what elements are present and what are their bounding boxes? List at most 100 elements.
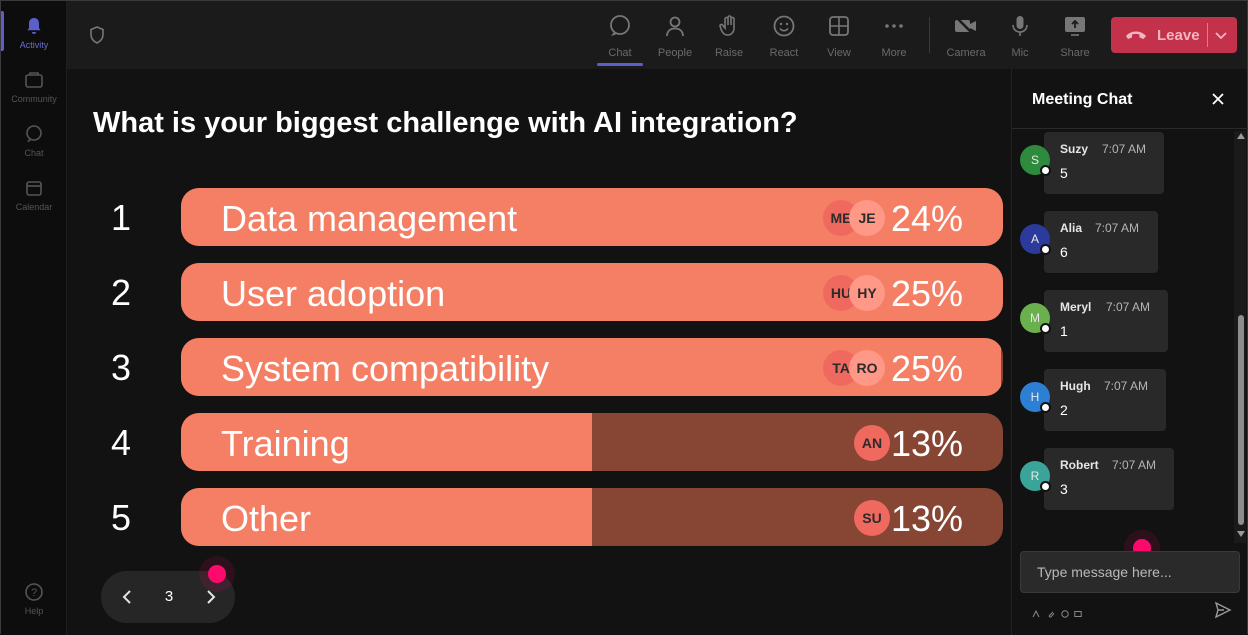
- raise-button-label: Raise: [714, 47, 744, 59]
- chat-icon: [23, 123, 45, 145]
- message-time: 7:07 AM: [1112, 458, 1157, 472]
- message-text: 5: [1060, 165, 1068, 181]
- option-number: 5: [110, 497, 132, 538]
- chat-message: Robert 7:07 AM 3: [1044, 448, 1174, 510]
- message-time: 7:07 AM: [1102, 142, 1147, 156]
- people-button[interactable]: People: [650, 11, 700, 61]
- voter-avatar: RO: [849, 350, 885, 386]
- rail-item-community[interactable]: Community: [1, 59, 67, 113]
- option-number: 3: [110, 347, 132, 388]
- mic-button[interactable]: Mic: [995, 11, 1045, 61]
- chevron-right-icon[interactable]: [201, 587, 221, 607]
- scroll-up-arrow-icon[interactable]: [1237, 133, 1245, 139]
- message-author: Meryl: [1060, 300, 1092, 314]
- poll-results-area: What is your biggest challenge with AI i…: [67, 69, 1011, 635]
- poll-option-label: System compatibility: [221, 348, 550, 389]
- microphone-icon: [1007, 13, 1033, 39]
- chat-button[interactable]: Chat: [595, 11, 645, 61]
- send-icon[interactable]: [1214, 601, 1232, 619]
- status-dot: [1040, 165, 1051, 176]
- voter-avatar: SU: [854, 500, 890, 536]
- mic-button-label: Mic: [1011, 47, 1029, 59]
- avatar-initial: S: [1030, 153, 1039, 167]
- chat-panel-title: Meeting Chat: [1032, 91, 1133, 108]
- message-text: 6: [1060, 244, 1068, 260]
- avatar-initial: A: [1030, 232, 1039, 246]
- chevron-down-icon[interactable]: [1214, 28, 1228, 42]
- poll-option-bar: Data management ME JE 24%: [181, 188, 1003, 246]
- svg-text:?: ?: [31, 587, 37, 599]
- toolbar-divider: [929, 17, 930, 53]
- chat-button-label: Chat: [608, 47, 632, 59]
- scroll-down-arrow-icon[interactable]: [1237, 531, 1245, 537]
- poll-option-bar: User adoption HU HY 25%: [181, 263, 1003, 321]
- rail-label: Community: [11, 93, 57, 104]
- poll-option-bar: System compatibility TA RO 25%: [181, 338, 1003, 396]
- chat-message-input[interactable]: [1020, 551, 1240, 593]
- raise-hand-button[interactable]: Raise: [704, 11, 754, 61]
- avatar-initial: M: [1030, 311, 1040, 325]
- chat-message: Meryl 7:07 AM 1: [1044, 290, 1168, 352]
- poll-option-percent: 25%: [890, 348, 963, 389]
- poll-option-percent: 13%: [890, 423, 963, 464]
- avatar: R: [1020, 461, 1051, 492]
- shield-icon[interactable]: [87, 25, 107, 45]
- gif-icon[interactable]: [1074, 605, 1082, 617]
- react-button[interactable]: React: [759, 11, 809, 61]
- rail-label: Calendar: [15, 201, 53, 212]
- format-text-icon[interactable]: [1032, 605, 1040, 618]
- voter-avatar: JE: [849, 200, 885, 236]
- bell-icon: [23, 15, 45, 37]
- grid-view-icon: [826, 13, 852, 39]
- people-button-label: People: [657, 47, 693, 59]
- rail-label: Activity: [19, 39, 49, 50]
- voter-avatar: AN: [854, 425, 890, 461]
- message-text: 2: [1060, 402, 1068, 418]
- message-author: Alia: [1060, 221, 1083, 235]
- rail-label: Help: [24, 605, 44, 616]
- status-dot: [1040, 402, 1051, 413]
- app-rail: Activity Community Chat Calendar ? Help: [1, 1, 67, 635]
- chevron-left-icon[interactable]: [117, 587, 137, 607]
- leave-button-label: Leave: [1157, 26, 1200, 44]
- react-button-label: React: [769, 47, 799, 59]
- camera-button[interactable]: Camera: [941, 11, 991, 61]
- share-button[interactable]: Share: [1050, 11, 1100, 61]
- rail-item-help[interactable]: ? Help: [1, 571, 67, 625]
- scrollbar-thumb[interactable]: [1238, 315, 1244, 525]
- chat-header-divider: [1012, 128, 1248, 129]
- chat-bubble-icon: [607, 13, 633, 39]
- active-indicator: [1, 11, 4, 51]
- option-number: 4: [110, 422, 132, 463]
- rail-item-chat[interactable]: Chat: [1, 113, 67, 167]
- poll-option-percent: 24%: [890, 198, 963, 239]
- page-number: 3: [164, 588, 174, 605]
- share-screen-icon: [1062, 13, 1088, 39]
- camera-off-icon: [953, 13, 979, 39]
- leave-divider: [1207, 23, 1208, 47]
- attach-icon[interactable]: [1047, 605, 1055, 618]
- avatar: A: [1020, 224, 1051, 255]
- rail-label: Chat: [24, 147, 44, 158]
- meeting-chat-panel: Meeting Chat Suzy 7:07 AM 5 S Alia 7:07 …: [1011, 69, 1248, 635]
- option-number: 1: [110, 197, 132, 238]
- view-button[interactable]: View: [814, 11, 864, 61]
- message-time: 7:07 AM: [1106, 300, 1151, 314]
- avatar: M: [1020, 303, 1051, 334]
- close-icon[interactable]: [1210, 91, 1226, 107]
- poll-option-bar: Other SU 13%: [181, 488, 1003, 546]
- emoji-icon[interactable]: [1061, 605, 1069, 618]
- poll-option-label: User adoption: [221, 273, 446, 314]
- message-text: 1: [1060, 323, 1068, 339]
- more-button[interactable]: More: [869, 11, 919, 61]
- poll-option-percent: 25%: [890, 273, 963, 314]
- smiley-icon: [771, 13, 797, 39]
- rail-item-activity[interactable]: Activity: [1, 5, 67, 59]
- rail-item-calendar[interactable]: Calendar: [1, 167, 67, 221]
- avatar: H: [1020, 382, 1051, 413]
- leave-button[interactable]: Leave: [1111, 17, 1237, 53]
- hand-icon: [716, 13, 742, 39]
- status-dot: [1040, 323, 1051, 334]
- message-author: Suzy: [1060, 142, 1089, 156]
